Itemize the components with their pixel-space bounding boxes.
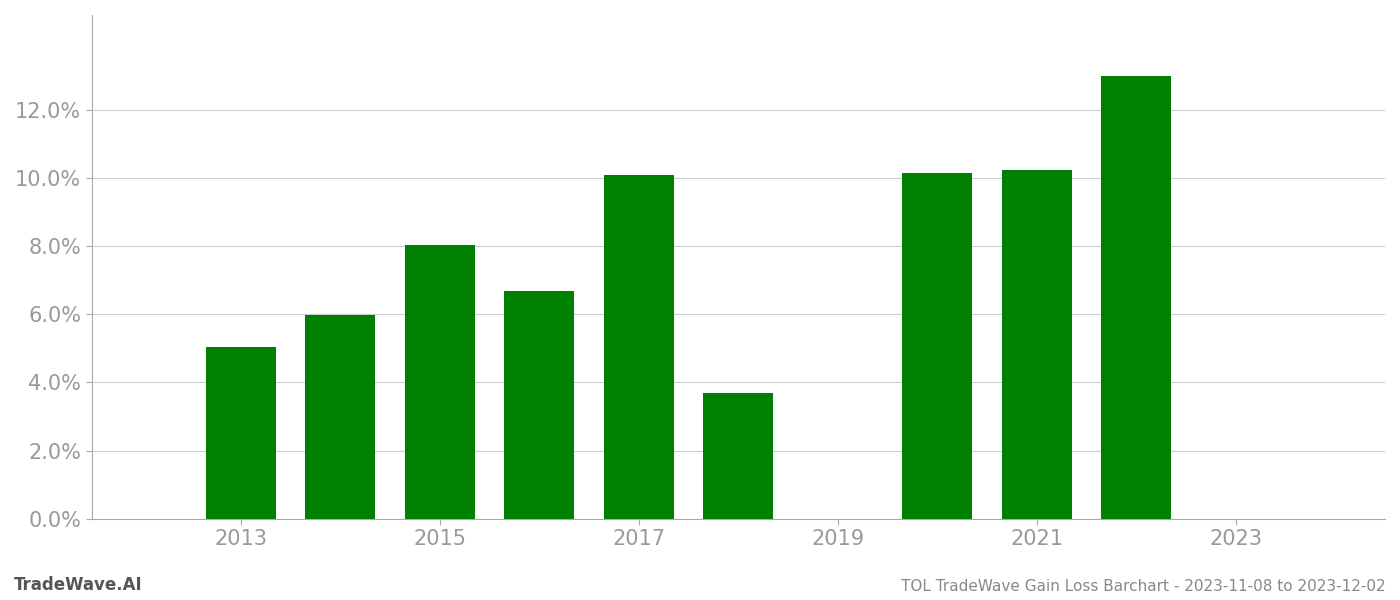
Text: TOL TradeWave Gain Loss Barchart - 2023-11-08 to 2023-12-02: TOL TradeWave Gain Loss Barchart - 2023-… [902,579,1386,594]
Bar [903,173,972,518]
Bar [405,245,475,518]
Text: TradeWave.AI: TradeWave.AI [14,576,143,594]
Bar [603,175,673,518]
Bar [1002,170,1071,518]
Bar [305,316,375,518]
Bar [703,394,773,518]
Bar [1102,76,1170,518]
Bar [504,291,574,518]
Bar [206,347,276,518]
